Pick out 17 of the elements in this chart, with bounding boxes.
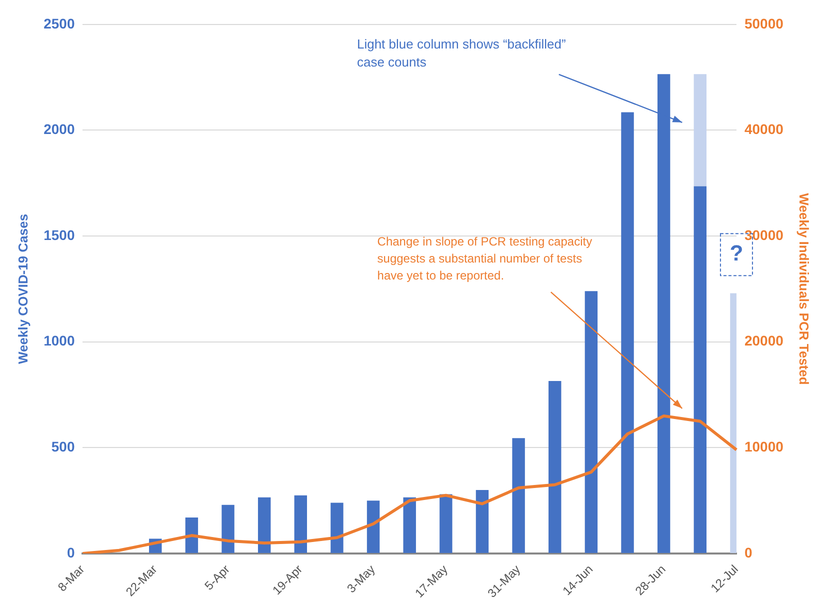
y-axis-title: Weekly COVID-19 Cases [15, 214, 30, 364]
y-tick-label: 1500 [44, 226, 75, 243]
y-tick-label: 500 [51, 438, 75, 455]
y-tick-label: 1000 [44, 332, 75, 349]
y-tick-label: 2000 [44, 121, 75, 138]
y2-tick-label: 0 [744, 544, 752, 560]
annotation: Light blue column shows “backfilled” case counts [356, 36, 566, 70]
y2-axis-title: Weekly Individuals PCR Tested [796, 193, 812, 385]
y-tick-label: 2500 [44, 15, 75, 32]
y2-tick-label: 20000 [744, 332, 784, 349]
y2-tick-label: 40000 [744, 121, 784, 138]
y2-tick-label: 30000 [744, 226, 784, 243]
y-tick-label: 0 [66, 544, 75, 560]
y2-tick-label: 50000 [744, 15, 784, 32]
annotation: Change in slope of PCR testing capacity suggests a substantial number of tests have yet to be reported. [377, 234, 592, 282]
annotation: ? [730, 240, 744, 266]
y2-tick-label: 10000 [744, 438, 784, 455]
